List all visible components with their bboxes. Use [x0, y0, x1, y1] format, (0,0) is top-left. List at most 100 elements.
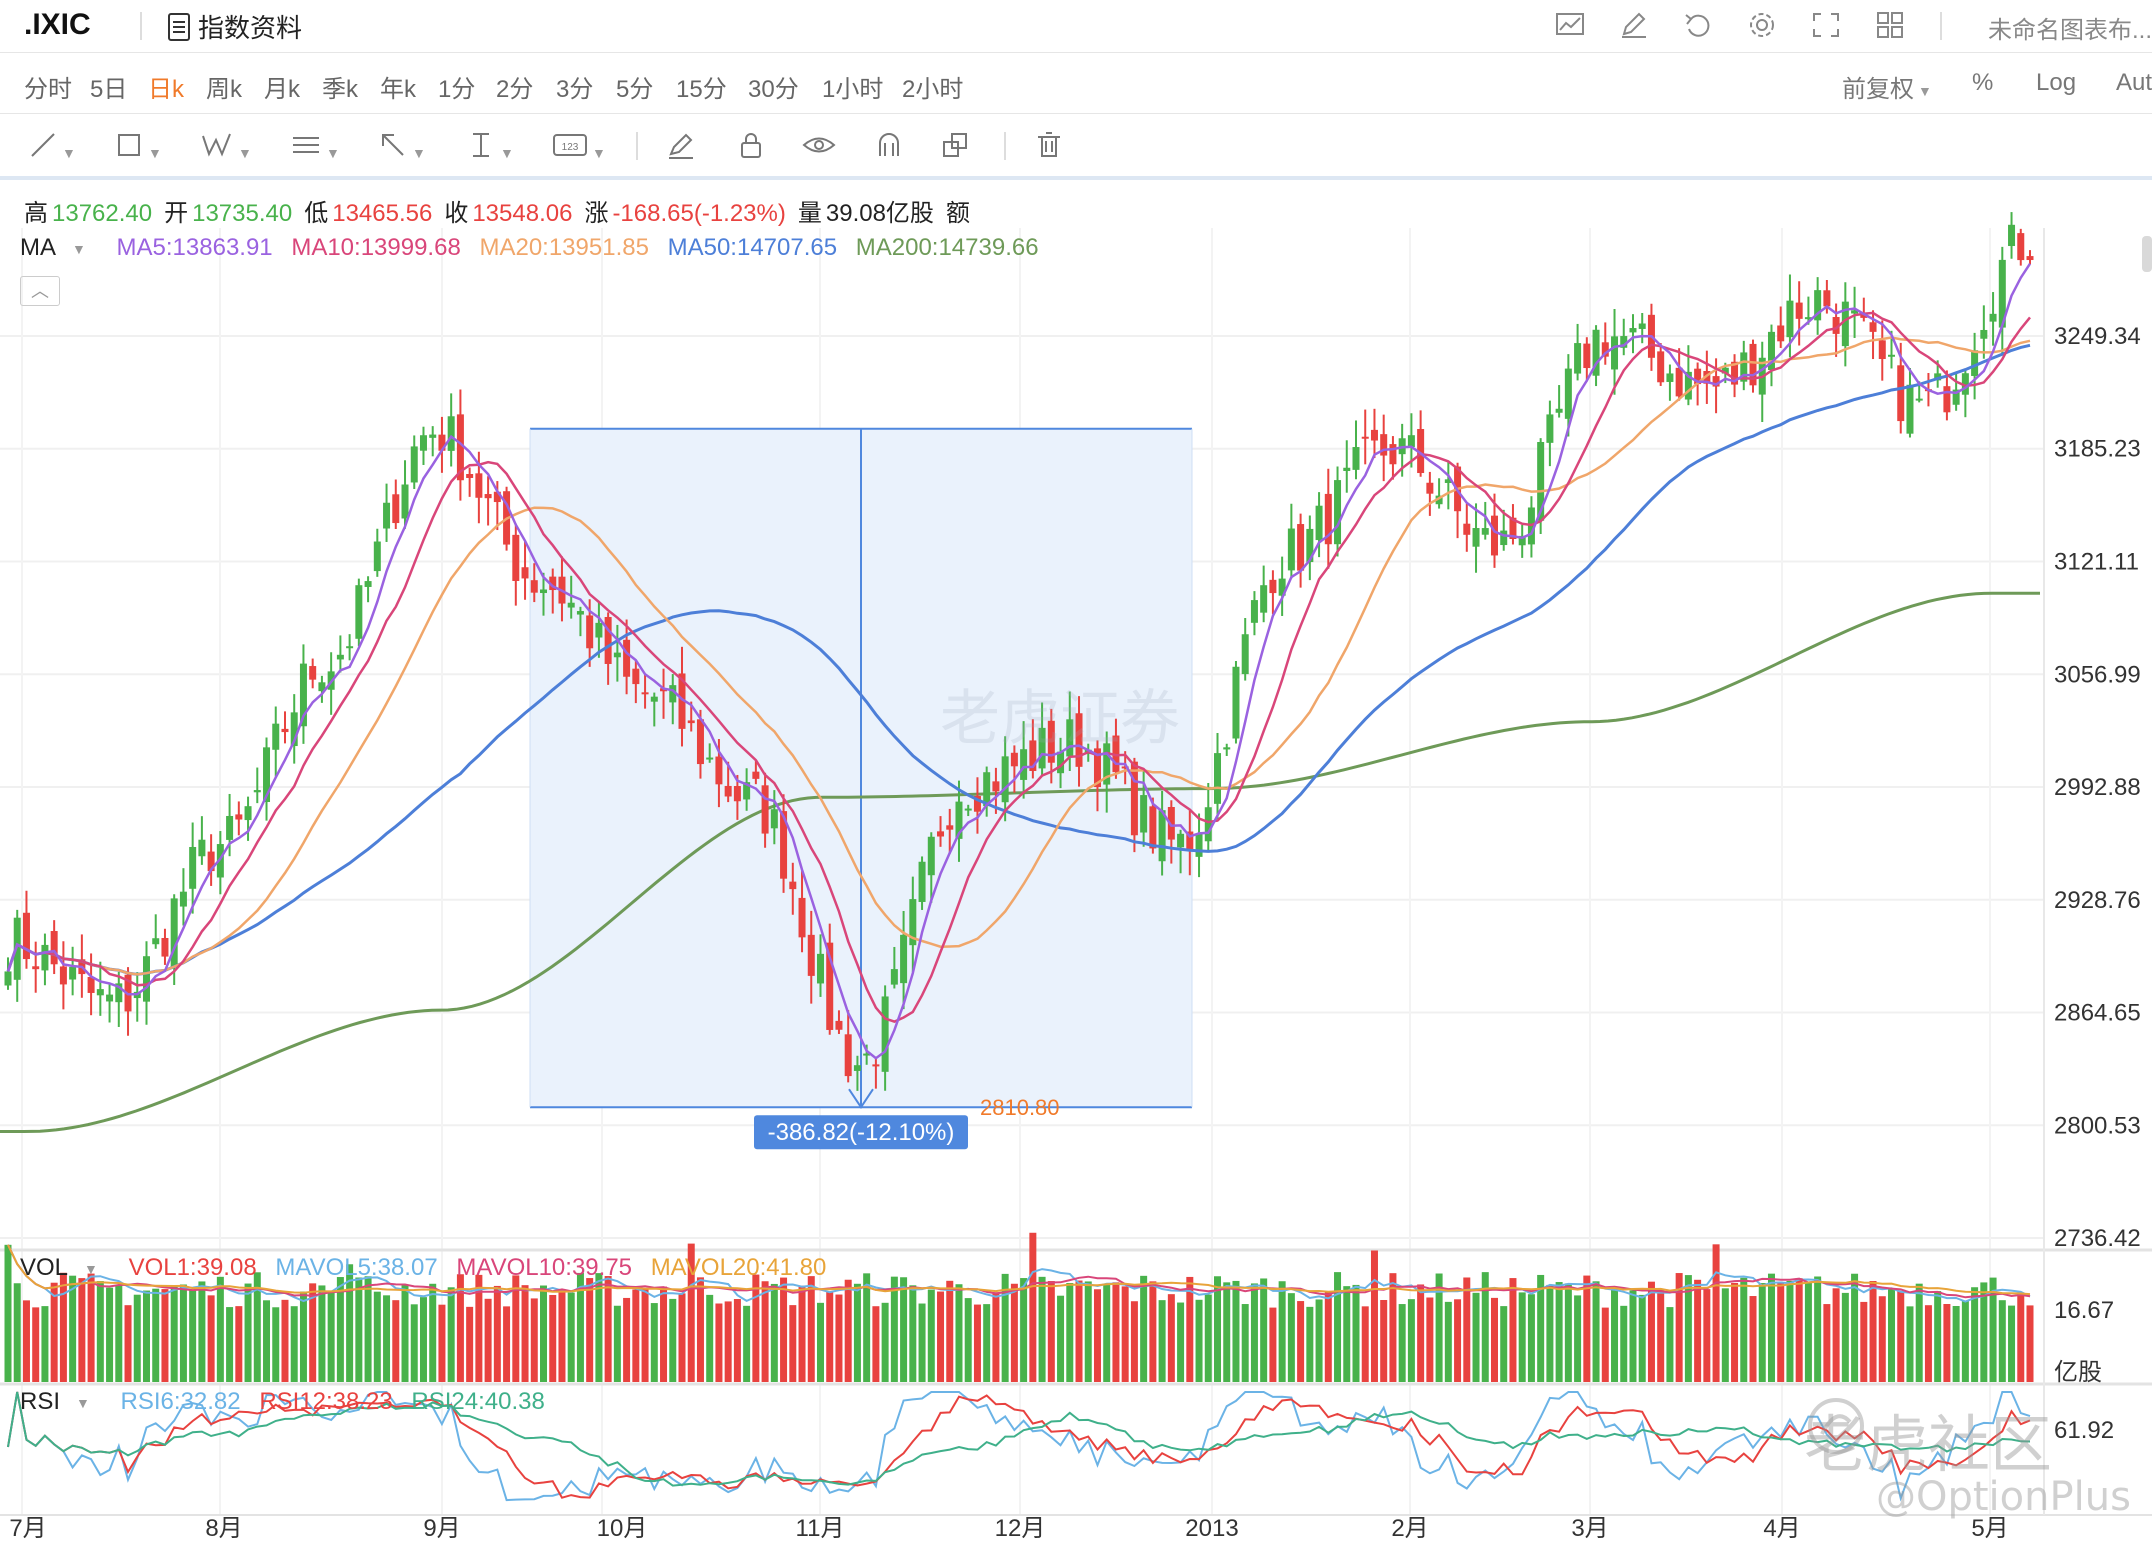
layout-name-button[interactable]: 未命名图表布...: [1987, 17, 2152, 44]
toolbar-scroll-handle[interactable]: [2142, 236, 2152, 272]
candle-body: [1057, 751, 1065, 774]
auto-toggle[interactable]: Aut: [2116, 69, 2152, 96]
rsi-settings-button[interactable]: RSI ▼: [20, 1388, 102, 1415]
period-1[interactable]: 5日: [90, 76, 128, 103]
candle-body: [1370, 429, 1378, 441]
candle-body: [687, 720, 695, 724]
amount-label: 额: [945, 200, 970, 227]
volume-bar: [1657, 1289, 1665, 1382]
candle-body: [198, 839, 206, 857]
period-8[interactable]: 2分: [496, 76, 534, 103]
candle-body: [1177, 833, 1185, 848]
adjust-dropdown[interactable]: 前复权 ▼: [1842, 69, 1932, 104]
drawing-toolbar: ▼ ▼ ▼ ▼ ▼ ▼ 123 ▼: [0, 114, 2152, 272]
low-value: 13465.56: [332, 200, 433, 227]
symbol-title[interactable]: .IXIC: [24, 8, 91, 41]
volume-bar: [1786, 1280, 1794, 1382]
volume-bar: [927, 1289, 935, 1382]
volume-bar: [170, 1286, 178, 1382]
volume-bar: [706, 1294, 714, 1382]
period-14[interactable]: 2小时: [902, 76, 964, 103]
volume-bar: [1758, 1283, 1766, 1382]
close-value: 13548.06: [472, 200, 573, 227]
label-tool-icon[interactable]: 123 ▼: [552, 130, 606, 161]
pencil-icon[interactable]: [1618, 10, 1650, 40]
line-tool-icon[interactable]: ▼: [28, 130, 76, 161]
period-3[interactable]: 周k: [206, 76, 242, 103]
volume-bar: [318, 1285, 326, 1382]
volume-bar: [1647, 1281, 1655, 1382]
volume-bar: [1851, 1273, 1859, 1382]
candle-body: [1989, 313, 1997, 322]
volume-bar: [1186, 1276, 1194, 1382]
period-13[interactable]: 1小时: [822, 76, 884, 103]
period-7[interactable]: 1分: [438, 76, 476, 103]
magnet-icon[interactable]: [874, 130, 904, 160]
volume-bar: [1694, 1279, 1702, 1382]
volume-bar: [835, 1294, 843, 1382]
volume-bar: [1611, 1288, 1619, 1382]
fullscreen-icon[interactable]: [1810, 10, 1842, 40]
vol-settings-button[interactable]: VOL ▼: [20, 1254, 110, 1281]
candle-body: [290, 712, 298, 747]
candle-body: [521, 567, 529, 579]
ma-settings-button[interactable]: MA ▼: [20, 234, 98, 261]
period-2[interactable]: 日k: [148, 76, 184, 103]
rectangle-tool-icon[interactable]: ▼: [114, 130, 162, 161]
arrow-tool-icon[interactable]: ▼: [378, 130, 426, 161]
volume-bar: [2017, 1293, 2025, 1382]
volume-bar: [1989, 1277, 1997, 1382]
period-12[interactable]: 30分: [748, 76, 799, 103]
volume-bar: [1093, 1289, 1101, 1382]
layout-grid-icon[interactable]: [1874, 10, 1906, 40]
candle-body: [161, 937, 169, 957]
volume-bar: [1250, 1283, 1258, 1382]
volume-bar: [798, 1285, 806, 1382]
period-11[interactable]: 15分: [676, 76, 727, 103]
percent-toggle[interactable]: %: [1972, 69, 1994, 96]
log-toggle[interactable]: Log: [2036, 69, 2077, 96]
candle-body: [392, 494, 400, 524]
measure-tool-icon[interactable]: ▼: [473, 133, 514, 162]
clone-icon[interactable]: [940, 130, 970, 160]
measure-low-label: 2810.80: [980, 1095, 1060, 1120]
period-6[interactable]: 年k: [380, 76, 416, 103]
period-0[interactable]: 分时: [24, 76, 72, 103]
volume-bar: [447, 1287, 455, 1382]
ma200-line: [0, 591, 2040, 1133]
rsi24-value: RSI24:40.38: [411, 1388, 545, 1415]
low-label: 低: [304, 200, 329, 227]
candle-body: [1435, 495, 1443, 505]
volume-bar: [346, 1264, 354, 1382]
candle-body: [309, 666, 317, 680]
volume-bar: [69, 1275, 77, 1382]
period-5[interactable]: 季k: [322, 76, 358, 103]
wave-tool-icon[interactable]: ▼: [200, 130, 252, 161]
volume-bar: [503, 1306, 511, 1382]
fib-tool-icon[interactable]: ▼: [293, 137, 340, 162]
lock-icon[interactable]: [736, 130, 766, 160]
chart-icon[interactable]: [1554, 10, 1586, 40]
volume-bar: [604, 1276, 612, 1382]
period-4[interactable]: 月k: [264, 76, 300, 103]
candle-body: [1417, 429, 1425, 474]
gear-icon[interactable]: [1746, 10, 1778, 40]
volume-bar: [1297, 1301, 1305, 1382]
volume-bar: [115, 1285, 123, 1382]
high-value: 13762.40: [52, 200, 153, 227]
candle-body: [835, 1020, 843, 1030]
candle-body: [263, 747, 271, 803]
period-9[interactable]: 3分: [556, 76, 594, 103]
candle-body: [586, 615, 594, 649]
period-10[interactable]: 5分: [616, 76, 654, 103]
candle-body: [826, 942, 834, 1030]
undo-icon[interactable]: [1682, 10, 1714, 40]
trash-icon[interactable]: [1034, 130, 1064, 160]
index-info-button[interactable]: 指数资料: [168, 8, 302, 45]
candle-body: [604, 616, 612, 664]
price-tick-label: 2736.42: [2054, 1225, 2141, 1252]
brush-icon[interactable]: [666, 130, 696, 160]
eye-icon[interactable]: [802, 130, 836, 160]
collapse-legend-button[interactable]: ︿: [20, 276, 60, 306]
